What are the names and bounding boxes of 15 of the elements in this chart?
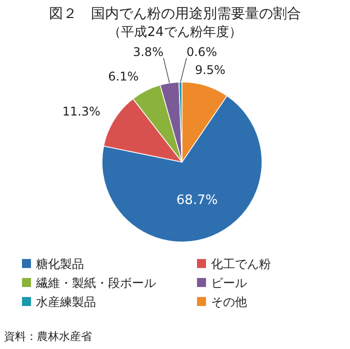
data-label: 9.5% [194, 63, 226, 78]
legend-label: 繊維・製紙・段ボール [35, 276, 156, 290]
legend-label: ビール [211, 276, 247, 290]
chart-subtitle: （平成24でん粉年度） [108, 24, 242, 40]
data-label: 3.8% [132, 45, 164, 59]
legend-label: 水産練製品 [36, 295, 96, 309]
legend-label: 糖化製品 [36, 257, 84, 271]
data-label: 11.3% [62, 104, 100, 118]
chart-title: 図２ 国内でん粉の用途別需要量の割合 [49, 6, 301, 22]
data-label: 68.7% [176, 193, 218, 208]
legend-label: その他 [211, 295, 247, 309]
data-label: 6.1% [108, 69, 139, 84]
legend-label: 化工でん粉 [211, 257, 271, 271]
data-label: 0.6% [186, 45, 217, 59]
text: 資料：農林水産省 [4, 330, 92, 343]
